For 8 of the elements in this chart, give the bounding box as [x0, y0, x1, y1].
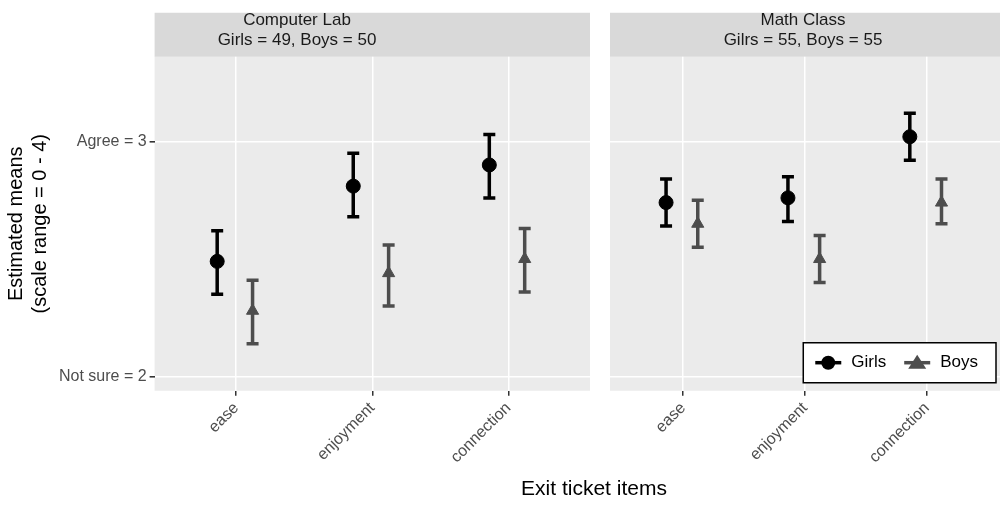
- chart-title: Math Class Gilrs = 55, Boys = 55: [723, 9, 883, 50]
- legend-label: Girls: [851, 352, 887, 372]
- legend-label: Boys: [940, 352, 978, 372]
- chart-title: Computer Lab Girls = 49, Boys = 50: [217, 9, 377, 50]
- y-axis-title: Estimated means (scale range = 0 - 4): [3, 133, 50, 314]
- y-tick-label: Agree = 3: [76, 131, 147, 149]
- x-axis-title: Exit ticket items: [520, 476, 668, 500]
- y-tick-label: Not sure = 2: [58, 367, 147, 384]
